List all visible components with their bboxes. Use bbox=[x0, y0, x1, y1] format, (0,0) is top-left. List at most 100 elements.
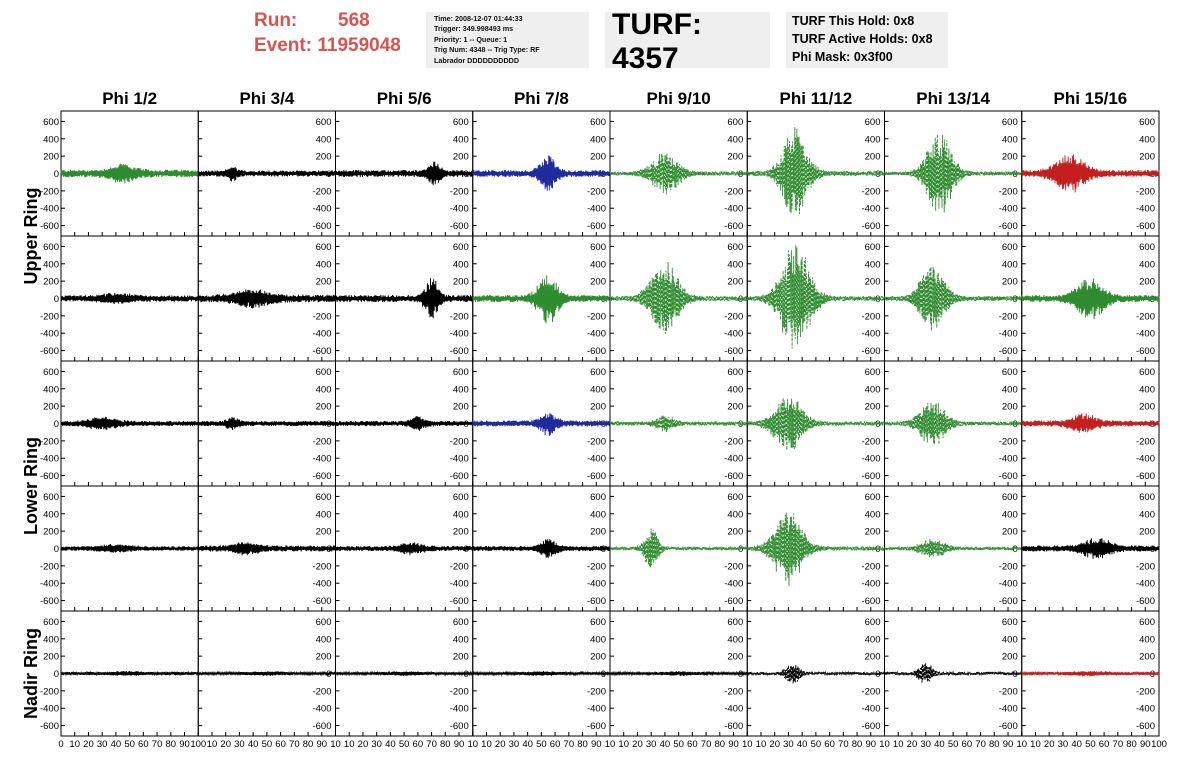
y-tick-label: -200 bbox=[861, 686, 880, 697]
y-tick-label: -400 bbox=[861, 579, 880, 590]
y-tick-label: -400 bbox=[724, 704, 743, 715]
x-tick-label: 10 bbox=[330, 739, 341, 750]
y-tick-label: -200 bbox=[861, 561, 880, 572]
y-tick-label: -200 bbox=[40, 186, 59, 197]
waveform-trace bbox=[335, 670, 474, 677]
y-tick-label: 400 bbox=[865, 509, 881, 520]
y-tick-label: 600 bbox=[453, 367, 469, 378]
y-tick-label: -200 bbox=[1136, 561, 1155, 572]
y-tick-label: 400 bbox=[727, 259, 743, 270]
y-tick-label: 200 bbox=[1139, 152, 1155, 163]
y-tick-label: 600 bbox=[1002, 117, 1018, 128]
y-tick-label: -200 bbox=[724, 561, 743, 572]
y-tick-label: 200 bbox=[727, 652, 743, 663]
x-tick-label: 30 bbox=[97, 739, 108, 750]
y-tick-label: 400 bbox=[43, 634, 59, 645]
y-tick-label: -200 bbox=[587, 436, 606, 447]
info-trigger: Trigger: 349.998493 ms bbox=[434, 24, 514, 34]
y-tick-label: -400 bbox=[999, 579, 1018, 590]
y-tick-label: 600 bbox=[865, 367, 881, 378]
y-tick-label: -400 bbox=[861, 704, 880, 715]
column-title: Phi 13/14 bbox=[916, 89, 990, 108]
y-tick-label: 400 bbox=[865, 134, 881, 145]
waveform-trace bbox=[746, 127, 885, 215]
x-tick-label: 60 bbox=[824, 739, 835, 750]
y-tick-label: 600 bbox=[316, 617, 332, 628]
y-tick-label: 0 bbox=[54, 544, 59, 555]
phi-mask: Phi Mask: 0x3f00 bbox=[792, 50, 893, 64]
y-tick-label: -600 bbox=[724, 721, 743, 732]
y-tick-label: 600 bbox=[727, 117, 743, 128]
x-tick-label: 90 bbox=[591, 739, 602, 750]
y-tick-label: 400 bbox=[1139, 384, 1155, 395]
waveform-trace bbox=[1021, 413, 1160, 433]
x-tick-label: 30 bbox=[783, 739, 794, 750]
y-tick-label: 200 bbox=[453, 402, 469, 413]
waveform-trace bbox=[609, 670, 748, 677]
y-tick-label: 600 bbox=[1139, 242, 1155, 253]
y-tick-label: 600 bbox=[590, 617, 606, 628]
y-tick-label: 600 bbox=[1139, 367, 1155, 378]
y-tick-label: -200 bbox=[724, 686, 743, 697]
x-tick-label: 40 bbox=[934, 739, 945, 750]
y-tick-label: -600 bbox=[861, 721, 880, 732]
y-tick-label: 400 bbox=[727, 134, 743, 145]
y-tick-label: 600 bbox=[43, 117, 59, 128]
x-tick-label: 70 bbox=[701, 739, 712, 750]
y-tick-label: 600 bbox=[1002, 367, 1018, 378]
y-tick-label: 200 bbox=[453, 152, 469, 163]
y-tick-label: 600 bbox=[590, 367, 606, 378]
y-tick-label: 200 bbox=[590, 652, 606, 663]
y-tick-label: -600 bbox=[40, 596, 59, 607]
x-tick-label: 80 bbox=[303, 739, 314, 750]
y-tick-label: -600 bbox=[999, 221, 1018, 232]
y-tick-label: -400 bbox=[40, 579, 59, 590]
y-tick-label: 400 bbox=[43, 134, 59, 145]
x-tick-label: 50 bbox=[399, 739, 410, 750]
y-tick-label: -200 bbox=[999, 686, 1018, 697]
y-tick-label: 200 bbox=[865, 402, 881, 413]
y-tick-label: 600 bbox=[590, 492, 606, 503]
y-tick-label: 200 bbox=[43, 527, 59, 538]
x-tick-label: 60 bbox=[687, 739, 698, 750]
x-tick-label: 70 bbox=[838, 739, 849, 750]
event-value: 11959048 bbox=[317, 35, 401, 56]
y-tick-label: 0 bbox=[54, 169, 59, 180]
x-tick-label: 90 bbox=[179, 739, 190, 750]
y-tick-label: 600 bbox=[590, 242, 606, 253]
x-tick-label: 60 bbox=[962, 739, 973, 750]
y-tick-label: 600 bbox=[727, 367, 743, 378]
y-tick-label: -600 bbox=[1136, 721, 1155, 732]
x-tick-label: 80 bbox=[852, 739, 863, 750]
waveform-trace bbox=[60, 670, 199, 677]
x-tick-label: 80 bbox=[577, 739, 588, 750]
y-tick-label: 400 bbox=[1002, 509, 1018, 520]
x-tick-label: 20 bbox=[83, 739, 94, 750]
waveform-trace bbox=[335, 415, 474, 431]
waveform-trace bbox=[884, 266, 1023, 331]
y-tick-label: -200 bbox=[724, 436, 743, 447]
y-tick-label: 400 bbox=[865, 259, 881, 270]
y-tick-label: -200 bbox=[450, 311, 469, 322]
y-tick-label: -600 bbox=[312, 221, 331, 232]
info-priority: Priority: 1 -- Queue: 1 bbox=[434, 34, 508, 44]
y-tick-label: -600 bbox=[587, 721, 606, 732]
x-tick-label: 50 bbox=[948, 739, 959, 750]
turf-holds-box: TURF This Hold: 0x8 TURF Active Holds: 0… bbox=[786, 12, 948, 68]
y-tick-label: 400 bbox=[316, 134, 332, 145]
y-tick-label: 0 bbox=[1012, 544, 1017, 555]
y-tick-label: -600 bbox=[999, 721, 1018, 732]
y-tick-label: -400 bbox=[1136, 704, 1155, 715]
waveform-trace bbox=[335, 161, 474, 186]
y-tick-label: 200 bbox=[590, 527, 606, 538]
